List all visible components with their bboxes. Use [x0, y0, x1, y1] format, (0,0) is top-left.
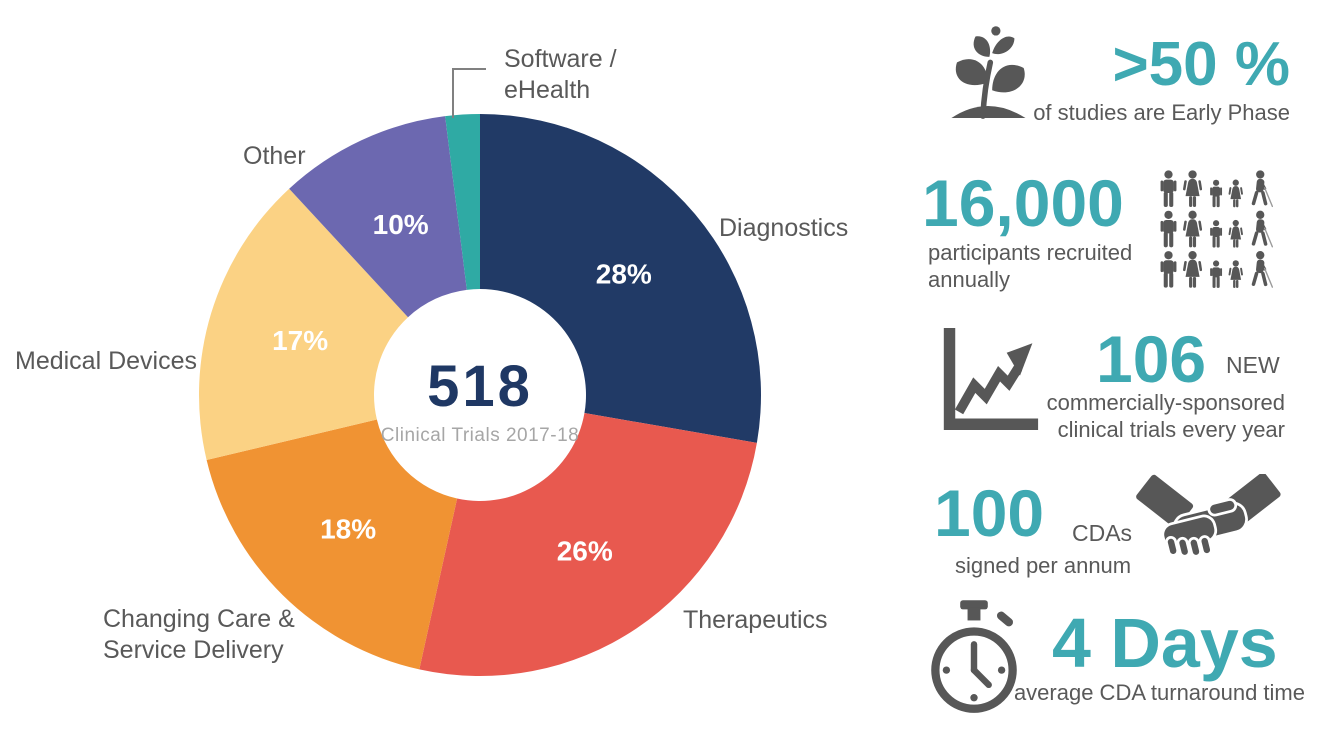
handshake-icon [1133, 474, 1284, 558]
growth-chart-icon [943, 328, 1039, 430]
pie-slice-percent-2: 18% [320, 513, 376, 544]
stat-early-phase-value: >50 % [1112, 30, 1290, 99]
pie-slice-percent-4: 10% [373, 209, 429, 240]
stat-cdas-caption: signed per annum [955, 553, 1132, 578]
stopwatch-icon [931, 600, 1017, 713]
stat-cdas-value: 100 [934, 476, 1045, 550]
stat-new-trials-caption: commercially-sponsored clinical trials e… [1046, 390, 1285, 442]
seedling-icon [951, 26, 1026, 119]
stat-new-trials-value: 106 [1096, 322, 1207, 396]
donut-center-value: 518 [427, 354, 533, 419]
participants-pictogram [1160, 170, 1274, 289]
stat-early-phase-caption: of studies are Early Phase [1033, 100, 1290, 125]
pie-slice-2 [206, 419, 458, 670]
pie-slice-0 [480, 114, 761, 443]
software-leader-line [452, 68, 486, 118]
pie-slice-3 [199, 188, 409, 460]
stat-new-trials-suffix: NEW [1226, 352, 1280, 378]
donut-center-caption: Clinical Trials 2017-18 [380, 425, 580, 446]
slice-label-software-ehealth: Software / eHealth [504, 45, 617, 104]
pie-slice-1 [419, 413, 757, 676]
slice-label-therapeutics: Therapeutics [683, 606, 828, 634]
donut-chart: 28% 26% 18% 17% 10% [199, 114, 761, 676]
slice-label-changing-care: Changing Care & Service Delivery [103, 605, 295, 664]
stat-participants-caption: participants recruited annually [928, 240, 1133, 292]
stat-turnaround-value: 4 Days [1052, 604, 1278, 682]
slice-label-diagnostics: Diagnostics [719, 214, 849, 242]
pie-slice-4 [289, 116, 467, 318]
pie-slice-percent-1: 26% [557, 536, 613, 567]
pie-slice-percent-3: 17% [272, 325, 328, 356]
stat-turnaround-caption: average CDA turnaround time [1013, 680, 1305, 705]
donut-center: 518 Clinical Trials 2017-18 [368, 358, 592, 447]
slice-label-other: Other [243, 142, 306, 170]
stat-participants-value: 16,000 [922, 166, 1124, 240]
pie-slice-percent-0: 28% [596, 258, 652, 289]
pie-slice-5 [445, 114, 480, 290]
stat-cdas-suffix: CDAs [1072, 520, 1133, 546]
slice-label-medical-devices: Medical Devices [15, 347, 198, 375]
